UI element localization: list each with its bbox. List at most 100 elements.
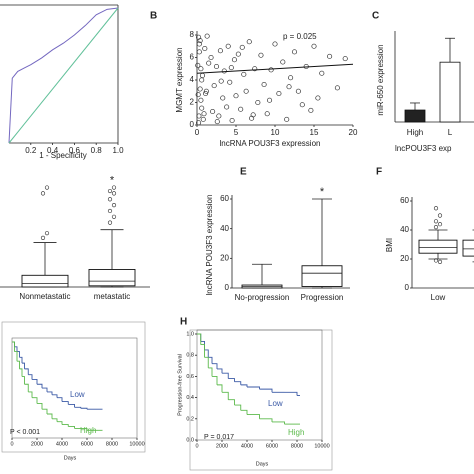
survival-step — [22, 362, 25, 369]
survival-step — [222, 372, 229, 379]
box — [88, 269, 136, 287]
survival-step — [17, 360, 20, 369]
point — [208, 54, 214, 61]
x-tick-label: Low — [431, 293, 446, 302]
survival-step — [228, 399, 235, 406]
point — [199, 72, 206, 79]
x-tick-label: 2000 — [31, 441, 43, 447]
y-axis-label: lncRNA POU3F3 expression — [205, 195, 214, 296]
panel-letter: C — [372, 11, 379, 22]
survival-step — [80, 407, 88, 410]
survival-step — [234, 381, 242, 385]
point — [195, 62, 201, 68]
y-tick-label: 8 — [190, 30, 195, 39]
point — [255, 99, 261, 106]
survival-step — [74, 427, 88, 431]
survival-step — [22, 376, 25, 385]
x-tick-label: Progression — [301, 293, 344, 302]
outlier — [111, 214, 117, 219]
point — [295, 88, 301, 94]
survival-step — [57, 397, 63, 402]
survival-step — [19, 356, 23, 364]
x-tick-label: L — [448, 128, 453, 137]
y-tick-label: 20 — [220, 253, 229, 262]
point — [264, 111, 270, 117]
survival-step — [24, 383, 29, 392]
point — [199, 105, 205, 111]
survival-step — [222, 391, 229, 400]
survival-step — [68, 426, 75, 429]
box — [301, 265, 343, 287]
box — [462, 239, 474, 257]
survival-step — [28, 374, 33, 380]
point — [243, 88, 249, 94]
trend-line — [196, 63, 354, 74]
point — [291, 49, 298, 55]
point — [315, 95, 321, 101]
survival-step — [62, 424, 69, 427]
point — [198, 66, 204, 72]
box — [21, 274, 69, 288]
x-axis-label: Days — [256, 461, 269, 467]
survival-step — [57, 421, 63, 425]
legend-label: Low — [268, 399, 283, 408]
point — [203, 88, 209, 94]
survival-step — [37, 383, 43, 389]
x-tick-label: 4000 — [241, 443, 253, 449]
y-tick-label: 0 — [405, 283, 410, 292]
point — [284, 116, 290, 122]
annotation: p = 0.025 — [283, 32, 317, 41]
outlier — [111, 203, 117, 208]
survival-step — [62, 401, 69, 405]
survival-step — [200, 340, 205, 350]
survival-step — [52, 394, 58, 398]
survival-step — [42, 408, 48, 414]
y-tick-label: 1.0 — [186, 331, 194, 337]
outlier — [40, 235, 46, 240]
x-tick-label: 0 — [195, 128, 200, 137]
legend-label: High — [80, 426, 96, 435]
panel-frame — [189, 329, 333, 471]
survival-step — [52, 418, 58, 422]
point — [196, 120, 202, 126]
survival-step — [197, 333, 202, 342]
point — [200, 116, 206, 122]
point — [203, 90, 209, 97]
bar — [404, 109, 426, 123]
survival-step — [24, 368, 29, 375]
y-tick-label: 0 — [190, 120, 195, 129]
legend-label: Low — [70, 390, 85, 399]
outlier — [433, 225, 439, 230]
y-tick-label: 0.0 — [186, 437, 194, 443]
outlier — [433, 258, 439, 263]
y-axis-label: MGMT expression — [175, 47, 184, 112]
point — [196, 113, 202, 119]
plot-frame — [196, 329, 323, 441]
survival-step — [228, 378, 235, 382]
point — [266, 97, 273, 103]
curve — [8, 7, 119, 144]
y-tick-label: 0.2 — [186, 416, 194, 422]
survival-step — [234, 404, 242, 411]
point — [288, 75, 294, 81]
x-tick-label: 1.0 — [112, 146, 124, 155]
survival-step — [247, 414, 260, 419]
survival-step — [204, 349, 209, 358]
y-tick-label: 0 — [225, 283, 230, 292]
point — [261, 81, 267, 88]
point — [225, 43, 231, 49]
survival-step — [74, 406, 82, 409]
y-tick-label: 4 — [190, 75, 195, 84]
outlier — [433, 206, 439, 211]
y-tick-label: 60 — [400, 196, 409, 205]
point — [235, 51, 241, 57]
plot-frame — [11, 337, 138, 439]
outlier — [437, 213, 443, 218]
y-tick-label: 6 — [190, 53, 195, 62]
survival-step — [272, 421, 285, 425]
survival-step — [32, 378, 38, 385]
point — [196, 49, 202, 55]
bar — [439, 61, 461, 123]
x-tick-label: Nonmetastatic — [19, 292, 70, 301]
